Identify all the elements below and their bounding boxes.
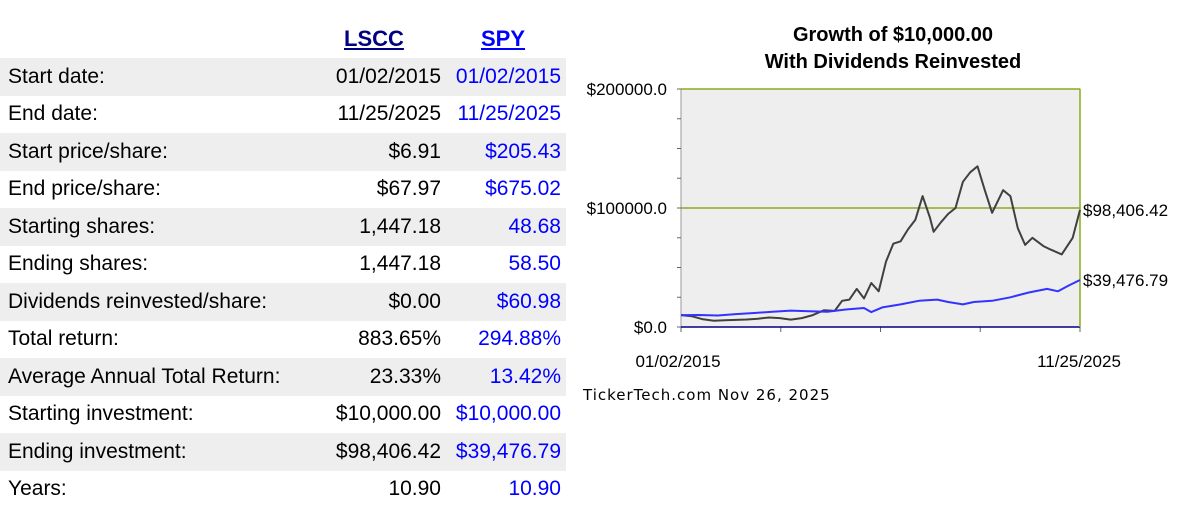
spy-value: $675.02 [485,177,561,201]
y-tick-label: $0.0 [634,318,667,337]
row-label: Ending investment: [0,433,313,471]
stats-table: Start date: 01/02/2015 01/02/2015 End date:… [0,58,566,508]
lscc-value: 23.33% [313,358,441,396]
column-header-spy-link[interactable]: SPY [481,26,526,51]
spy-value: 58.50 [508,252,561,276]
row-label: Starting investment: [8,402,194,426]
x-tick-label-end: 11/25/2025 [1037,352,1121,371]
lscc-value: $6.91 [313,133,441,171]
row-label: End price/share: [8,177,161,201]
chart-title-line-1: Growth of $10,000.00 [792,24,994,46]
column-header-lscc-link[interactable]: LSCC [344,26,404,51]
spy-value: 11/25/2025 [457,102,561,126]
spy-value: 294.88% [478,327,561,351]
row-label: Years: [8,477,67,501]
lscc-value: $10,000.00 [335,402,441,426]
comparison-table: LSCC SPY Start date: 01/02/2015 01/02/2015… [0,22,566,508]
row-label: Dividends reinvested/share: [0,283,313,321]
lscc-value: 1,447.18 [359,252,441,276]
chart-footer: TickerTech.com Nov 26, 2025 [583,386,831,404]
end-value-label-spy: $39,476.79 [1083,271,1168,290]
row-label: Starting shares: [0,208,313,246]
chart-title-line-2: With Dividends Reinvested [764,51,1022,73]
lscc-value: $98,406.42 [313,433,441,471]
lscc-value: 11/25/2025 [337,102,441,126]
lscc-value: $67.97 [376,177,441,201]
y-tick-label: $200000.0 [587,80,667,99]
spy-value: 13.42% [441,358,566,396]
row-label: End date: [8,102,98,126]
table-row: Total return: 883.65% 294.88% [0,321,566,359]
table-header: LSCC SPY [0,22,566,58]
series-line-lscc [680,165,1081,322]
series-line-spy [680,279,1081,317]
row-label: Total return: [8,327,119,351]
spy-value: $10,000.00 [455,402,561,426]
lscc-value: 01/02/2015 [313,58,441,96]
spy-value: 48.68 [441,208,566,246]
y-tick-label: $100000.0 [587,199,667,218]
table-row: End date: 11/25/2025 11/25/2025 [0,96,566,134]
table-row: Start date: 01/02/2015 01/02/2015 [0,58,566,96]
end-value-label-lscc: $98,406.42 [1083,201,1168,220]
spy-value: 10.90 [508,477,561,501]
x-tick-label-start: 01/02/2015 [635,352,720,371]
table-row: End price/share: $67.97 $675.02 [0,171,566,209]
table-row: Start price/share: $6.91 $205.43 [0,133,566,171]
table-row: Starting shares: 1,447.18 48.68 [0,208,566,246]
table-row: Starting investment: $10,000.00 $10,000.00 [0,396,566,434]
table-row: Ending shares: 1,447.18 58.50 [0,246,566,284]
lscc-value: 1,447.18 [313,208,441,246]
spy-value: $60.98 [441,283,566,321]
chart-title: Growth of $10,000.00 With Dividends Rein… [700,22,1086,76]
table-row: Ending investment: $98,406.42 $39,476.79 [0,433,566,471]
table-row: Dividends reinvested/share: $0.00 $60.98 [0,283,566,321]
row-label: Start price/share: [0,133,313,171]
lscc-value: $0.00 [313,283,441,321]
spy-value: $205.43 [441,133,566,171]
table-row: Years: 10.90 10.90 [0,471,566,509]
spy-value: 01/02/2015 [441,58,566,96]
row-label: Ending shares: [8,252,149,276]
spy-value: $39,476.79 [441,433,566,471]
lscc-value: 883.65% [358,327,441,351]
lscc-value: 10.90 [388,477,441,501]
row-label: Start date: [0,58,313,96]
table-row: Average Annual Total Return: 23.33% 13.42% [0,358,566,396]
row-label: Average Annual Total Return: [0,358,313,396]
